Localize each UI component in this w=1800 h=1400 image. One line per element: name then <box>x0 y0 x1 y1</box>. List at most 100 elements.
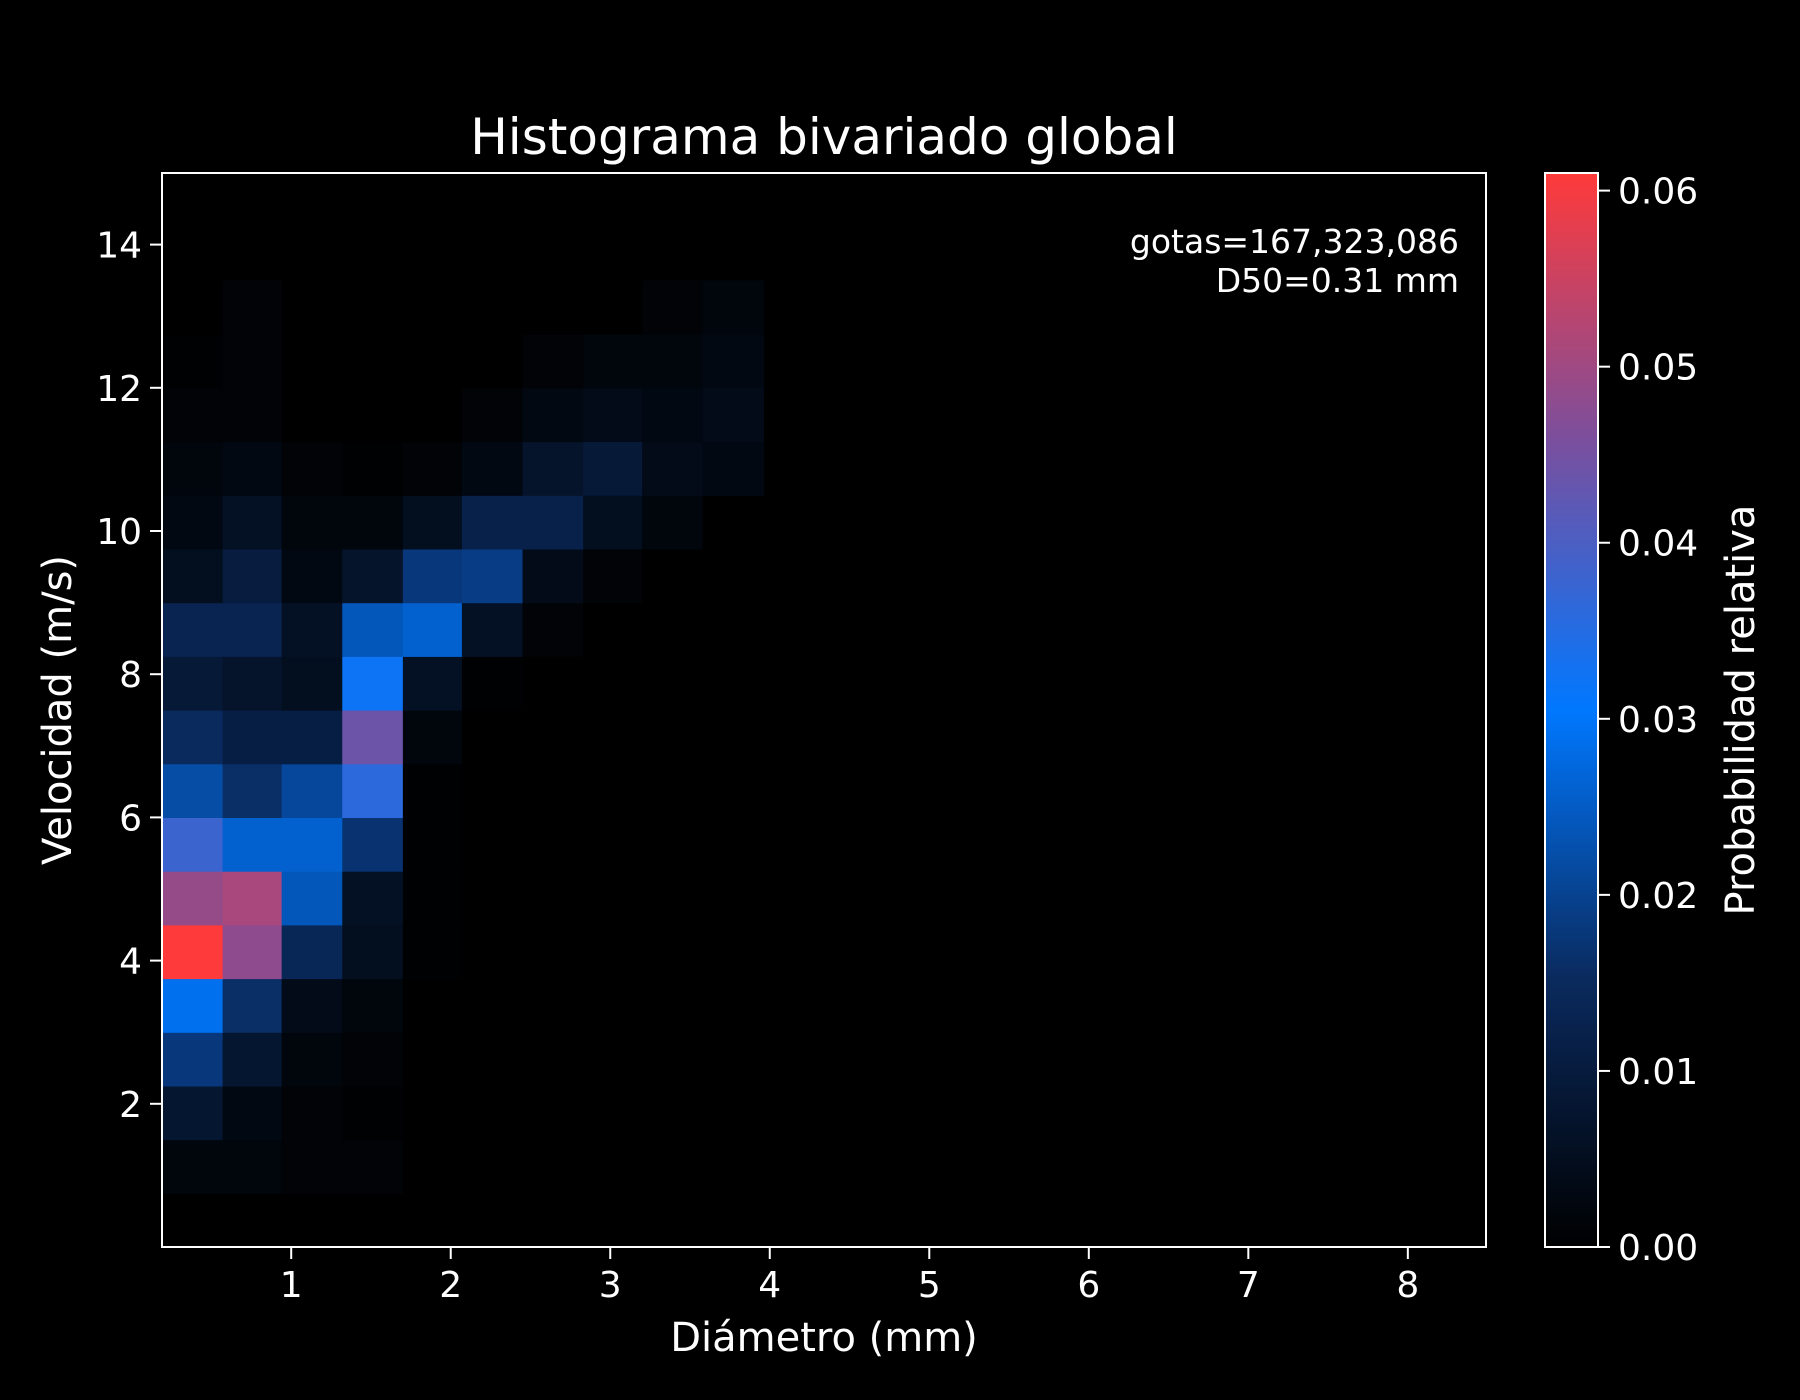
heatmap-cell <box>642 1139 704 1194</box>
heatmap-cell <box>702 817 764 872</box>
heatmap-cell <box>402 924 463 980</box>
heatmap-cell <box>402 710 463 765</box>
y-axis-ticks: 2 4 6 8 10 12 14 <box>96 226 162 1126</box>
heatmap-cell <box>281 978 343 1033</box>
heatmap-cell <box>583 817 643 872</box>
heatmap-cell <box>342 978 404 1033</box>
chart-title: Histograma bivariado global <box>470 108 1178 166</box>
heatmap-cell <box>522 1085 584 1141</box>
heatmap-cell <box>522 924 584 980</box>
heatmap-cell <box>162 656 224 711</box>
heatmap-cell <box>281 817 343 872</box>
x-tick-label: 6 <box>1077 1265 1100 1306</box>
heatmap-cell <box>702 978 764 1033</box>
heatmap-cell <box>342 924 404 980</box>
colorbar-tick-label: 0.01 <box>1618 1052 1698 1093</box>
heatmap-cell <box>702 763 764 818</box>
heatmap-cell <box>461 1032 524 1087</box>
heatmap-cell <box>402 387 463 443</box>
heatmap-cell <box>642 495 704 550</box>
y-tick-label: 8 <box>119 655 142 696</box>
heatmap-cell <box>583 656 643 711</box>
heatmap-cell <box>402 978 463 1033</box>
heatmap-cell <box>402 441 463 496</box>
heatmap-cell <box>642 602 704 657</box>
colorbar-tick-label: 0.05 <box>1618 348 1698 389</box>
heatmap-cell <box>342 871 404 926</box>
heatmap-cell <box>702 602 764 657</box>
colorbar-label: Probabilidad relativa <box>1718 505 1764 916</box>
heatmap-cell <box>222 1085 283 1141</box>
heatmap-cell <box>522 871 584 926</box>
heatmap-cell <box>583 548 643 604</box>
heatmap-cell <box>642 656 704 711</box>
heatmap-cell <box>522 1139 584 1194</box>
heatmap-cell <box>461 1139 524 1194</box>
heatmap-cell <box>342 441 404 496</box>
heatmap-cell <box>281 1085 343 1141</box>
heatmap-cell <box>222 817 283 872</box>
heatmap-cell <box>222 280 283 335</box>
y-tick-label: 4 <box>119 942 142 983</box>
heatmap-cell <box>702 656 764 711</box>
heatmap-cell <box>702 1139 764 1194</box>
heatmap-cell <box>522 1032 584 1087</box>
heatmap-cell <box>222 441 283 496</box>
heatmap-cell <box>583 1085 643 1141</box>
heatmap-cell <box>162 495 224 550</box>
heatmap-cell <box>642 978 704 1033</box>
heatmap-cell <box>461 978 524 1033</box>
heatmap-cell <box>342 387 404 443</box>
heatmap-cell <box>162 334 224 389</box>
x-tick-label: 1 <box>280 1265 303 1306</box>
heatmap-cell <box>522 548 584 604</box>
heatmap-cell <box>461 280 524 335</box>
heatmap-cell <box>222 763 283 818</box>
heatmap-cell <box>162 280 224 335</box>
heatmap-cell <box>642 280 704 335</box>
heatmap-cell <box>702 334 764 389</box>
y-tick-label: 14 <box>96 226 142 267</box>
heatmap-cell <box>281 763 343 818</box>
x-tick-label: 3 <box>599 1265 622 1306</box>
heatmap-cell <box>461 334 524 389</box>
heatmap-cell <box>162 978 224 1033</box>
colorbar-tick-label: 0.02 <box>1618 876 1698 917</box>
heatmap-cell <box>461 817 524 872</box>
heatmap-cell <box>583 763 643 818</box>
heatmap-cell <box>583 602 643 657</box>
heatmap-cell <box>583 441 643 496</box>
heatmap-cell <box>702 710 764 765</box>
heatmap-cell <box>402 280 463 335</box>
annotation-drop-count: gotas=167,323,086 <box>1130 222 1459 261</box>
heatmap-cell <box>342 1085 404 1141</box>
heatmap-cell <box>162 602 224 657</box>
heatmap-cell <box>222 1032 283 1087</box>
x-tick-label: 8 <box>1396 1265 1419 1306</box>
heatmap-cell <box>162 924 224 980</box>
heatmap-cell <box>461 1085 524 1141</box>
heatmap-cell <box>702 1032 764 1087</box>
heatmap-cell <box>342 1032 404 1087</box>
heatmap-cell <box>583 495 643 550</box>
heatmap-cell <box>342 817 404 872</box>
heatmap-cell <box>402 548 463 604</box>
heatmap-cell <box>583 387 643 443</box>
heatmap-cell <box>522 387 584 443</box>
heatmap-cell <box>583 1139 643 1194</box>
heatmap-cell <box>583 978 643 1033</box>
heatmap-cell <box>281 924 343 980</box>
heatmap-cell <box>522 710 584 765</box>
heatmap-cell <box>342 495 404 550</box>
heatmap-cell <box>461 710 524 765</box>
heatmap-cell <box>702 548 764 604</box>
heatmap-cell <box>642 1032 704 1087</box>
heatmap-cell <box>702 924 764 980</box>
heatmap-cell <box>702 387 764 443</box>
heatmap-cell <box>222 548 283 604</box>
heatmap-cell <box>342 710 404 765</box>
heatmap-cell <box>281 387 343 443</box>
heatmap-cell <box>522 495 584 550</box>
heatmap-cell <box>281 602 343 657</box>
